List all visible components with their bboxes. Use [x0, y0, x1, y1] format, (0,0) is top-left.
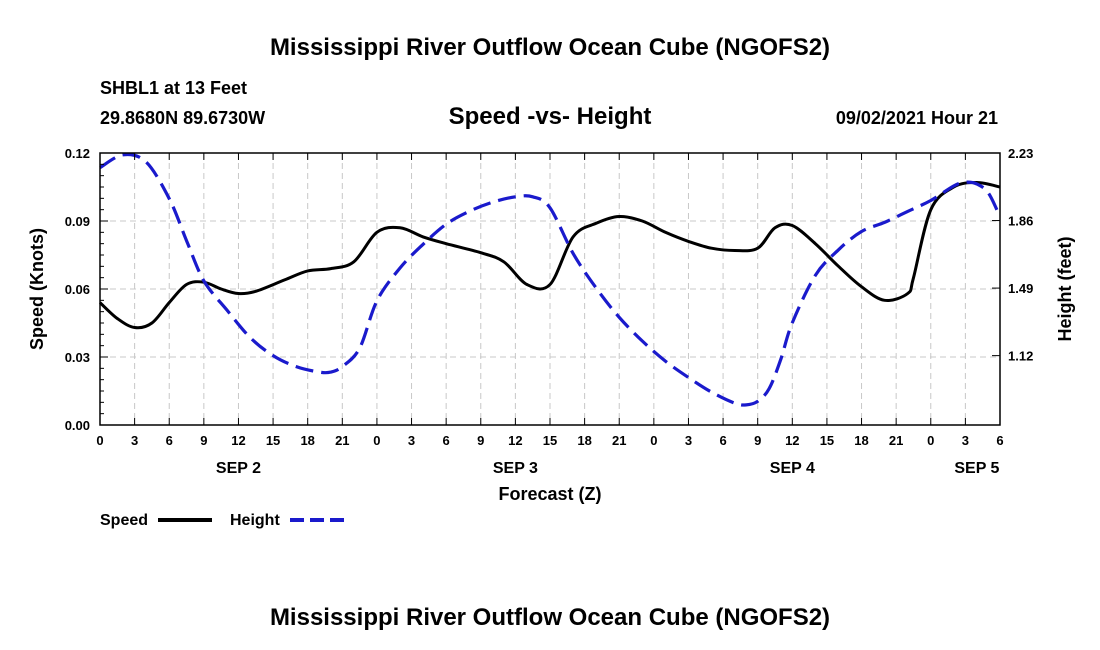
- x-tick-label: 3: [962, 433, 969, 448]
- x-tick-label: 0: [650, 433, 657, 448]
- x-tick-label: 12: [785, 433, 799, 448]
- legend-speed-label: Speed: [100, 512, 148, 529]
- series-line-speed: [98, 181, 1001, 330]
- x-tick-label: 21: [335, 433, 349, 448]
- x-tick-label: 21: [612, 433, 626, 448]
- x-tick-label: 0: [373, 433, 380, 448]
- y-right-tick-label: 1.86: [1008, 214, 1033, 229]
- y-left-tick-label: 0.00: [65, 418, 90, 433]
- x-tick-label: 18: [577, 433, 591, 448]
- y-right-tick-label: 1.49: [1008, 281, 1033, 296]
- grid-lines: [100, 153, 1000, 425]
- forecast-datetime: 09/02/2021 Hour 21: [836, 108, 998, 128]
- x-day-label: SEP 4: [770, 460, 815, 477]
- x-tick-label: 3: [685, 433, 692, 448]
- series-layer: [98, 152, 1002, 407]
- x-tick-label: 6: [996, 433, 1003, 448]
- y-axis-left-label: Speed (Knots): [27, 228, 47, 350]
- y-left-tick-label: 0.06: [65, 282, 90, 297]
- x-tick-label: 0: [96, 433, 103, 448]
- x-day-label: SEP 2: [216, 460, 261, 477]
- x-tick-label: 15: [543, 433, 557, 448]
- x-tick-label: 6: [443, 433, 450, 448]
- coordinates-label: 29.8680N 89.6730W: [100, 108, 265, 128]
- x-tick-label: 6: [166, 433, 173, 448]
- x-day-label: SEP 5: [954, 460, 999, 477]
- x-tick-label: 9: [754, 433, 761, 448]
- legend-height-label: Height: [230, 512, 280, 529]
- x-tick-label: 21: [889, 433, 903, 448]
- x-tick-label: 15: [820, 433, 834, 448]
- x-tick-label: 18: [854, 433, 868, 448]
- series-line-height: [99, 152, 1002, 407]
- x-tick-label: 9: [200, 433, 207, 448]
- chart-bottom-title: Mississippi River Outflow Ocean Cube (NG…: [270, 604, 830, 631]
- y-left-tick-label: 0.12: [65, 146, 90, 161]
- plot-title: Speed -vs- Height: [449, 103, 652, 130]
- x-tick-label: 3: [408, 433, 415, 448]
- x-tick-label: 12: [231, 433, 245, 448]
- x-tick-label: 0: [927, 433, 934, 448]
- x-tick-label: 18: [300, 433, 314, 448]
- legend: Speed Height: [100, 512, 344, 529]
- y-left-tick-label: 0.09: [65, 214, 90, 229]
- x-axis-label: Forecast (Z): [498, 484, 601, 504]
- x-tick-label: 9: [477, 433, 484, 448]
- x-tick-label: 6: [719, 433, 726, 448]
- y-left-tick-label: 0.03: [65, 350, 90, 365]
- y-right-tick-label: 1.12: [1008, 349, 1033, 364]
- x-tick-label: 15: [266, 433, 280, 448]
- chart-main-title: Mississippi River Outflow Ocean Cube (NG…: [270, 34, 830, 61]
- station-label: SHBL1 at 13 Feet: [100, 78, 247, 98]
- y-axis-right-label: Height (feet): [1055, 237, 1075, 342]
- x-tick-label: 3: [131, 433, 138, 448]
- x-tick-label: 12: [508, 433, 522, 448]
- axis-ticks: 0 3 6 9 12 15 18 21 0 3 6 9 12 15 18 21 0 3 6 9 12 15 18 21 0 3 6 0…: [65, 146, 1034, 477]
- y-right-tick-label: 2.23: [1008, 146, 1033, 161]
- x-day-label: SEP 3: [493, 460, 538, 477]
